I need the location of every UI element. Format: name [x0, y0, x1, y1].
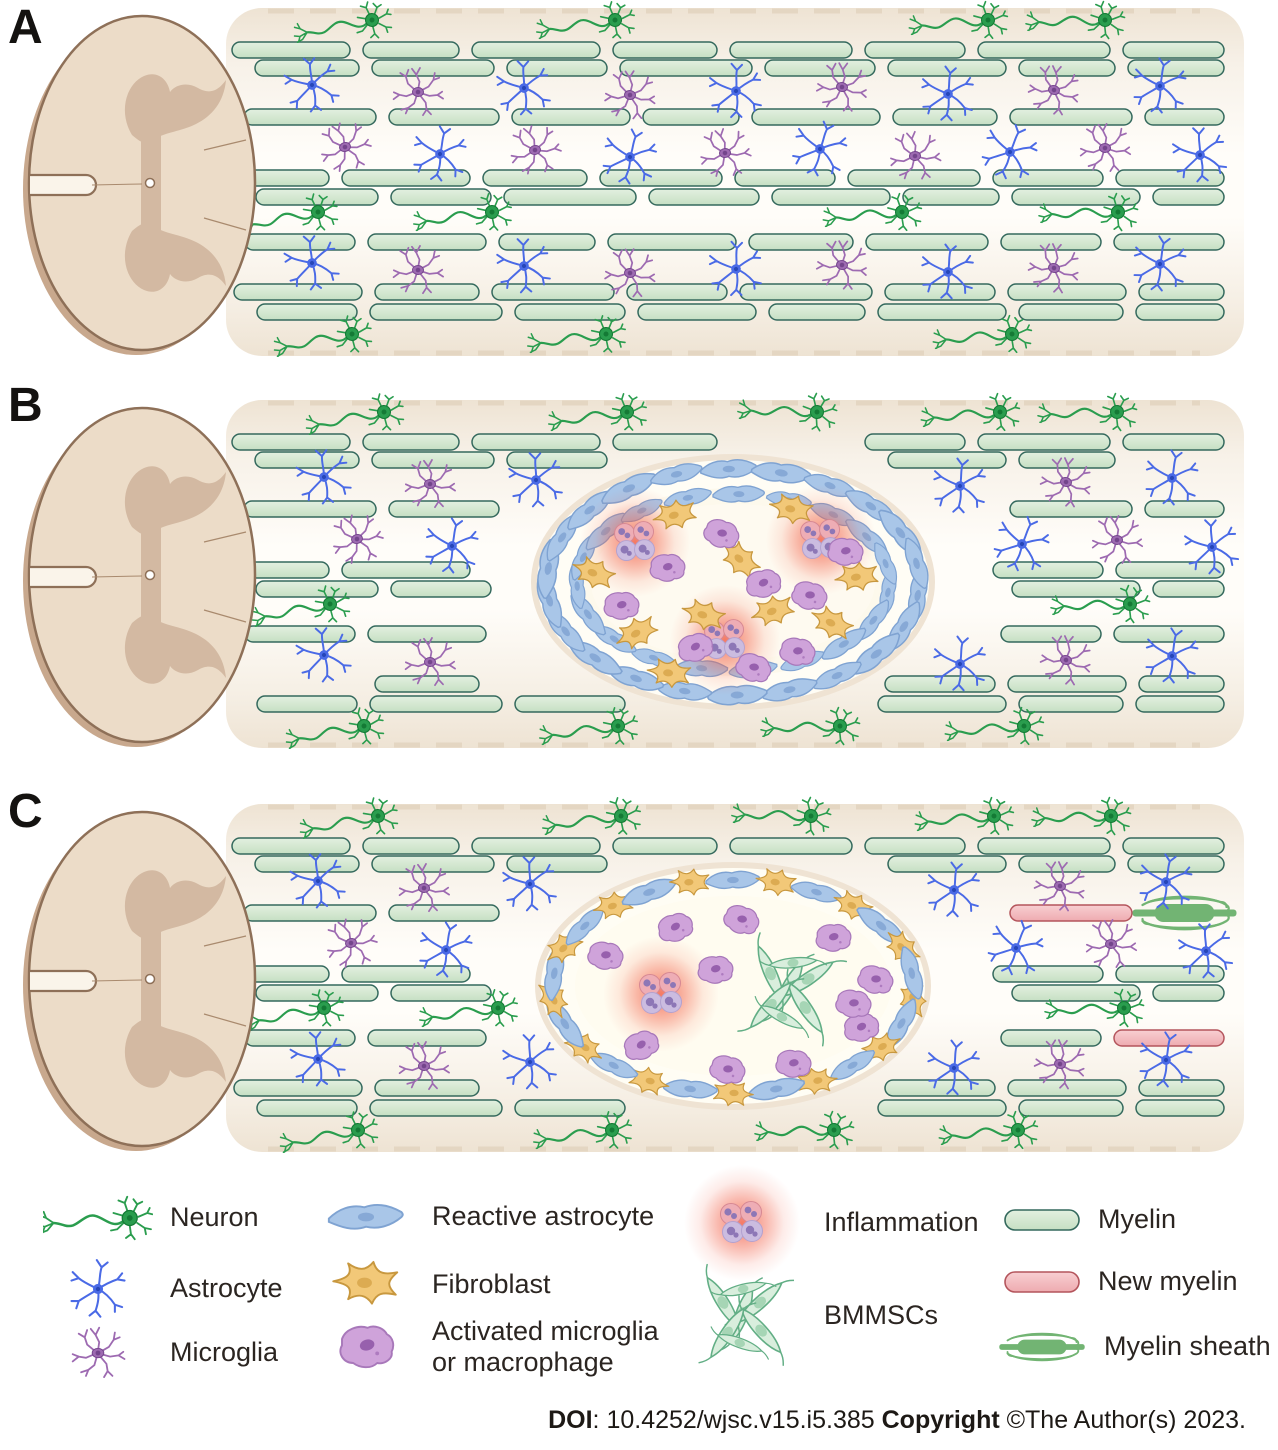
spinal-cord-cross-section — [21, 810, 257, 1153]
astrocyte-icon — [70, 1259, 126, 1318]
legend-item-microglia: Microglia — [42, 1322, 278, 1384]
illustration-canvas — [21, 0, 1244, 1159]
panel-b-scene — [21, 385, 1244, 755]
legend-label-activated-microglia: Activated microglia or macrophage — [432, 1316, 659, 1378]
legend-item-inflammation: Inflammation — [676, 1160, 979, 1286]
spinal-cord-cross-section — [21, 14, 257, 357]
lesion-site-c — [532, 862, 931, 1110]
legend-label-microglia: Microglia — [170, 1337, 279, 1368]
legend-label-astrocyte: Astrocyte — [170, 1273, 283, 1304]
legend-item-fibroblast: Fibroblast — [316, 1256, 551, 1314]
legend-item-astrocyte: Astrocyte — [42, 1258, 283, 1320]
legend-item-myelin-sheath: Myelin sheath — [996, 1324, 1271, 1370]
activated-microglia-or-macrophage-icon — [339, 1325, 395, 1369]
figure-citation: DOI: 10.4252/wjsc.v15.i5.385 Copyright ©… — [0, 1406, 1246, 1435]
legend-label-inflammation: Inflammation — [824, 1207, 979, 1238]
lesion-site-b — [531, 454, 935, 710]
legend-item-activated-microglia: Activated microglia or macrophage — [316, 1316, 682, 1378]
spinal-cord-cross-section — [21, 406, 257, 749]
panel-label-a: A — [8, 1, 43, 54]
legend-item-myelin: Myelin — [1002, 1204, 1176, 1235]
microglia-icon — [71, 1326, 126, 1379]
myelin-sheath-icon — [999, 1332, 1085, 1362]
legend-item-bmmscs: BMMSCs — [676, 1262, 938, 1370]
legend-label-bmmscs: BMMSCs — [824, 1300, 938, 1331]
legend-label-myelin-sheath: Myelin sheath — [1104, 1331, 1271, 1362]
panel-a-scene — [21, 0, 1244, 363]
legend-label-neuron: Neuron — [170, 1202, 259, 1233]
legend-item-new-myelin: New myelin — [1002, 1266, 1238, 1297]
fibroblast-icon — [332, 1260, 399, 1305]
doi-label: DOI — [548, 1406, 593, 1434]
panel-label-c: C — [8, 785, 43, 838]
legend-label-reactive-astrocyte: Reactive astrocyte — [432, 1201, 655, 1232]
legend-label-new-myelin: New myelin — [1098, 1266, 1238, 1296]
bmmscs-icon — [694, 1263, 794, 1370]
inflammation-icon — [684, 1165, 800, 1281]
legend-item-reactive-astrocyte: Reactive astrocyte — [316, 1196, 654, 1238]
myelin-icon — [1004, 1208, 1080, 1231]
panel-label-b: B — [8, 379, 43, 432]
panel-c-scene — [21, 789, 1244, 1159]
copyright-text: ©The Author(s) 2023. — [999, 1406, 1246, 1434]
new-myelin-icon — [1004, 1270, 1080, 1293]
legend-label-myelin: Myelin — [1098, 1204, 1177, 1234]
legend-label-fibroblast: Fibroblast — [432, 1269, 551, 1300]
doi-value: : 10.4252/wjsc.v15.i5.385 — [592, 1406, 882, 1434]
neuron-icon — [43, 1195, 153, 1241]
copyright-label: Copyright — [881, 1406, 1000, 1434]
legend-item-neuron: Neuron — [42, 1192, 259, 1244]
reactive-astrocyte-icon — [327, 1204, 404, 1230]
